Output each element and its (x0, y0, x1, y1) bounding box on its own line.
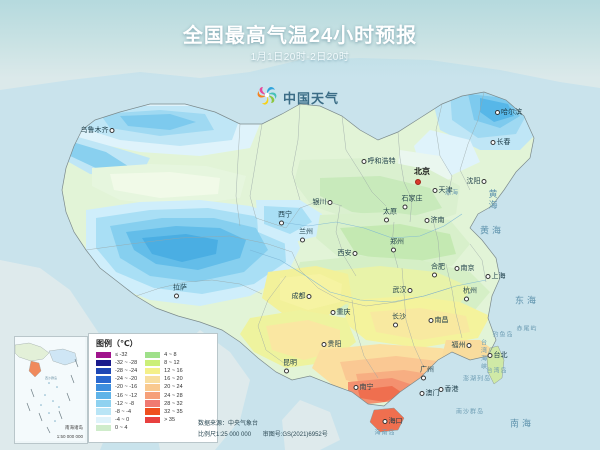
legend-label: -28 ~ -24 (115, 368, 138, 375)
legend-panel: 图例（℃） ≤ -32 -32 ~ -28 -28 ~ -24 -24 ~ -20 -2… (88, 333, 218, 443)
national-border (61, 91, 535, 407)
legend-item: 0 ~ 4 (96, 424, 137, 432)
legend-label: 12 ~ 16 (164, 368, 183, 375)
legend-item: -8 ~ -4 (96, 408, 137, 416)
legend-item: 8 ~ 12 (145, 359, 183, 367)
legend-swatch (145, 359, 161, 367)
legend-item: -28 ~ -24 (96, 367, 137, 375)
legend-swatch (96, 424, 111, 432)
legend-label: -16 ~ -12 (115, 392, 138, 399)
legend-item: -4 ~ 0 (96, 416, 137, 424)
legend-label: 8 ~ 12 (164, 360, 180, 367)
legend-item: 20 ~ 24 (145, 383, 183, 391)
legend-swatch (145, 392, 161, 399)
legend-swatch (96, 376, 111, 383)
legend-item: -16 ~ -12 (96, 391, 137, 399)
legend-item: 4 ~ 8 (145, 351, 183, 359)
legend-swatch (96, 408, 111, 415)
footer-notes: 数据来源：中央气象台 比例尺1:25 000 000 审图号:GS(2021)6… (198, 419, 338, 441)
legend-swatch (96, 351, 111, 359)
brand-logo[interactable]: 中国天气 (256, 84, 339, 111)
legend-label: 0 ~ 4 (115, 424, 128, 431)
legend-item: 32 ~ 35 (145, 408, 183, 416)
inset-title: 南海诸岛 (65, 425, 83, 430)
legend-swatch (145, 384, 161, 391)
legend-item: -12 ~ -8 (96, 400, 137, 408)
legend-item: -24 ~ -20 (96, 375, 137, 383)
legend-label: -4 ~ 0 (115, 416, 130, 423)
legend-item: 24 ~ 28 (145, 391, 183, 399)
legend-label: 28 ~ 32 (164, 400, 183, 407)
legend-item: 16 ~ 20 (145, 375, 183, 383)
map-scale-note: 比例尺1:25 000 000 (198, 432, 252, 438)
legend-swatch (145, 376, 161, 383)
legend-item: 28 ~ 32 (145, 400, 183, 408)
legend-title: 图例（℃） (96, 339, 138, 348)
legend-column-left: ≤ -32 -32 ~ -28 -28 ~ -24 -24 ~ -20 -20 ~ -1… (96, 351, 137, 432)
legend-swatch (96, 367, 111, 375)
legend-label: 4 ~ 8 (164, 352, 177, 359)
legend-swatch (96, 416, 111, 424)
rivers (249, 213, 487, 303)
legend-label: 32 ~ 35 (164, 408, 183, 415)
legend-label: -24 ~ -20 (115, 376, 138, 383)
data-source-note: 数据来源：中央气象台 (198, 421, 259, 427)
legend-label: -32 ~ -28 (115, 360, 138, 367)
legend-label: 24 ~ 28 (164, 392, 183, 399)
legend-label: -20 ~ -16 (115, 384, 138, 391)
south-china-sea-inset[interactable]: 西沙群岛 南海诸岛 1:50 000 000 (14, 336, 88, 444)
legend-swatch (145, 400, 161, 407)
legend-label: > 35 (164, 416, 176, 423)
legend-label: -8 ~ -4 (115, 408, 132, 415)
legend-item: ≤ -32 (96, 351, 137, 359)
legend-swatch (96, 400, 111, 407)
brand-name: 中国天气 (283, 91, 340, 106)
legend-swatch (145, 408, 161, 415)
page-title: 全国最高气温24小时预报 (182, 25, 418, 47)
legend-swatch (96, 359, 111, 367)
legend-item: -20 ~ -16 (96, 383, 137, 391)
legend-item: -32 ~ -28 (96, 359, 137, 367)
legend-label: ≤ -32 (115, 352, 128, 359)
legend-swatch (96, 392, 111, 399)
legend-label: 16 ~ 20 (164, 376, 183, 383)
legend-label: -12 ~ -8 (115, 400, 135, 407)
legend-swatch (145, 351, 161, 359)
legend-label: 20 ~ 24 (164, 384, 183, 391)
pinwheel-logo-icon (256, 84, 278, 111)
inset-svg: 西沙群岛 (14, 337, 85, 441)
legend-swatch (96, 384, 111, 391)
legend-swatch (145, 367, 161, 375)
legend-item: > 35 (145, 416, 183, 424)
svg-text:西沙群岛: 西沙群岛 (45, 375, 57, 380)
legend-item: 12 ~ 16 (145, 367, 183, 375)
forecast-period: 1月1日20时-2日20时 (250, 52, 350, 63)
legend-swatch (145, 416, 161, 424)
map-approval-note: 审图号:GS(2021)6952号 (262, 432, 328, 438)
inset-scale: 1:50 000 000 (56, 434, 83, 439)
province-borders (85, 91, 487, 379)
